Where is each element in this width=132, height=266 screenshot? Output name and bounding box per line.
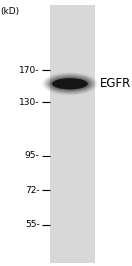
Ellipse shape	[48, 76, 92, 92]
Text: EGFR: EGFR	[100, 77, 132, 90]
Text: 72-: 72-	[25, 186, 40, 195]
Ellipse shape	[51, 77, 89, 90]
Ellipse shape	[46, 75, 93, 93]
Ellipse shape	[52, 78, 88, 89]
Text: 170-: 170-	[19, 66, 40, 75]
Ellipse shape	[42, 72, 98, 95]
Text: (kD): (kD)	[0, 7, 19, 16]
Ellipse shape	[45, 74, 95, 94]
Ellipse shape	[52, 78, 88, 89]
Ellipse shape	[49, 77, 91, 91]
Ellipse shape	[44, 73, 96, 94]
Text: 95-: 95-	[25, 151, 40, 160]
Text: 130-: 130-	[19, 98, 40, 107]
Text: 55-: 55-	[25, 220, 40, 229]
Bar	[50, 5, 95, 263]
